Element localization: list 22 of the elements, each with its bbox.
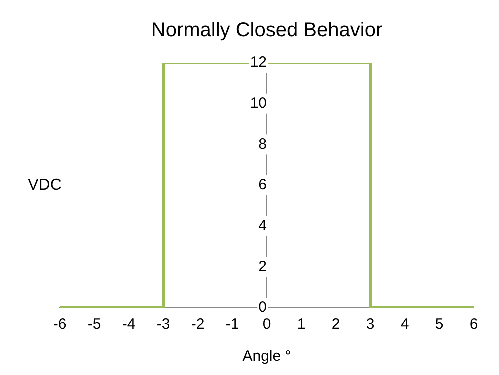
y-tick-label: 10: [250, 94, 267, 112]
x-tick-label: -5: [88, 316, 102, 334]
x-tick-label: -6: [53, 316, 67, 334]
chart-title: Normally Closed Behavior: [151, 20, 383, 42]
y-axis-title: VDC: [28, 176, 62, 194]
x-tick-label: 1: [297, 316, 306, 334]
x-tick-label: -2: [191, 316, 205, 334]
x-tick-label: 2: [332, 316, 340, 334]
y-tick-label: 4: [258, 217, 267, 234]
x-tick-label: 4: [400, 316, 410, 334]
y-tick-label: 12: [250, 54, 267, 72]
y-tick-label: 0: [258, 299, 267, 316]
x-axis-title: Angle °: [242, 348, 292, 366]
x-tick-label: -4: [122, 316, 136, 334]
x-tick-label: -3: [156, 316, 170, 334]
y-tick-label: 8: [258, 136, 267, 153]
y-tick-label: 6: [258, 176, 267, 194]
y-tick-label: 2: [258, 258, 267, 276]
x-tick-label: 3: [366, 316, 375, 334]
x-tick-label: 6: [470, 316, 478, 334]
x-tick-label: 5: [435, 316, 444, 334]
x-tick-label: -1: [226, 316, 240, 334]
